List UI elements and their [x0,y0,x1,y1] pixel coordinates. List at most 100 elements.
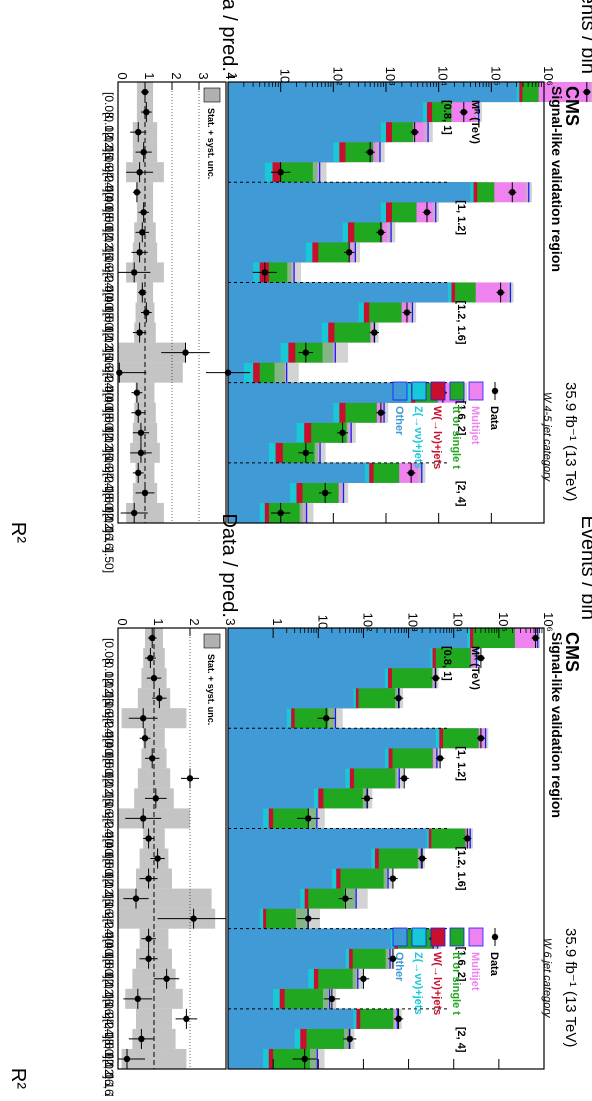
bar-other-15 [228,928,391,949]
r2-bin-label-0: [0.08, 0.12] [102,638,116,698]
experiment-label: CMS [562,86,582,126]
legend-swatch-4 [468,381,484,401]
y-axis-title: Events / bin [577,0,592,74]
data-point-6 [423,209,431,216]
r2-bin-label-8: [0.24, 0.40] [102,252,116,312]
ratio-axis-title: Data / pred. [218,513,240,618]
r2-bin-label-21: [0.16, 1.50] [102,1059,116,1096]
bar-other-5 [228,182,471,203]
ratio-legend-swatch [203,87,221,103]
data-point-11 [418,855,426,862]
bar-other-9 [228,262,254,283]
ratio-legend-label: Stat. + syst. unc. [206,654,216,725]
y-tick-label-2: 10² [360,613,375,632]
ratio-point-0 [149,634,156,642]
ratio-point-11 [154,855,161,862]
r2-bin-label-10: [0.08, 0.12] [102,292,116,352]
ratio-point-12 [145,875,152,882]
r2-bin-label-11: [0.12, 0.16] [102,313,116,373]
category-label: W 4-5 jet category [541,392,553,483]
r2-bin-label-20: [0.12, 0.16] [102,493,116,553]
ratio-axis-title: Data / pred. [218,0,240,72]
data-point-0 [532,634,539,642]
legend-swatch-1 [411,927,427,947]
mr-bin-label-3: [1.6, 2] [455,947,467,982]
legend-swatch-0 [392,381,408,401]
data-point-5 [477,735,485,742]
ratio-point-10 [145,835,152,842]
ratio-point-20 [138,1035,145,1043]
region-title: Signal-like validation region [549,86,565,272]
r2-bin-label-1: [0.12, 0.16] [102,658,116,718]
stack-unc-band-0 [590,82,592,103]
legend-label-2: W(→lν)+jets [431,406,443,469]
bar-other-20 [228,1028,295,1049]
ratio-point-4 [140,715,147,722]
ratio-tick-label-2: 2 [169,72,184,79]
ratio-unc-band-19 [136,1008,172,1029]
y-tick-label-3: 10³ [406,613,421,632]
data-point-17 [360,975,367,982]
panel-w45-jet: [0.8, 1] [1, 1.2] [1.2, 1.6] [1.6, 2] [2, 4]… [7,0,592,573]
legend-label-0: Other [393,952,405,982]
r2-bin-label-14: [0.40, 1.50] [102,373,116,433]
data-point-9 [261,269,269,276]
r2-bin-label-5: [0.08, 0.12] [102,738,116,798]
y-tick-label-1: 10 [278,69,293,83]
ratio-unc-band-13 [118,888,212,909]
bar-other-1 [228,102,423,123]
ratio-point-2 [150,674,158,682]
ratio-point-17 [163,975,170,982]
ratio-point-3 [156,694,163,702]
data-point-13 [342,895,349,902]
ratio-tick-label-0: 0 [115,618,130,625]
bar-other-16 [228,402,334,423]
ratio-point-21 [123,1055,131,1063]
bar-other-3 [228,142,334,163]
y-tick-label-6: 10⁶ [541,612,556,632]
experiment-label: CMS [562,632,582,672]
bar-other-15 [228,382,407,403]
r2-bin-label-13: [0.24, 0.40] [102,899,116,959]
ratio-point-15 [145,935,152,942]
bar-other-17 [228,968,309,989]
data-point-10 [464,835,471,842]
r2-bin-label-15: [0.08, 0.12] [102,939,116,999]
ratio-point-18 [137,449,145,457]
r2-bin-label-2: [0.16, 0.24] [102,678,116,738]
ratio-unc-band-5 [136,182,154,203]
data-point-12 [389,875,397,882]
lumi-label: 35.9 fb⁻¹ (13 TeV) [562,928,579,1047]
bar-other-1 [228,648,431,669]
legend-label-2: W(→lν)+jets [431,952,443,1015]
data-point-21 [301,1055,308,1063]
ratio-tick-label-4: 4 [223,72,238,79]
ratio-point-16 [145,955,152,962]
ratio-point-0 [141,88,149,96]
x-axis-title: R² [7,1068,29,1089]
y-tick-label-0: 1 [270,618,285,625]
bar-other-18 [228,988,274,1009]
ratio-point-13 [182,349,189,356]
bar-other-0 [228,82,517,103]
legend-swatch-2 [430,927,446,947]
r2-bin-label-10: [0.08, 0.12] [102,838,116,898]
bar-other-20 [228,482,290,503]
r2-bin-label-12: [0.16, 0.24] [102,333,116,393]
mr-bin-label-1: [1, 1.2] [455,746,467,781]
r2-bin-label-4: [0.40, 1.50] [102,172,116,232]
ratio-point-7 [139,229,146,236]
mr-header: Mᴿ (TeV) [469,646,481,690]
ratio-point-14 [190,915,197,922]
bar-other-4 [228,708,287,729]
bar-other-0 [228,628,468,649]
r2-bin-label-17: [0.16, 0.24] [102,433,116,493]
data-point-7 [377,229,385,236]
r2-bin-label-11: [0.12, 0.16] [102,859,116,919]
r2-bin-label-6: [0.12, 0.16] [102,758,116,818]
mr-bin-label-2: [1.2, 1.6] [455,300,467,344]
bar-other-4 [228,162,265,183]
bar-other-17 [228,422,297,443]
